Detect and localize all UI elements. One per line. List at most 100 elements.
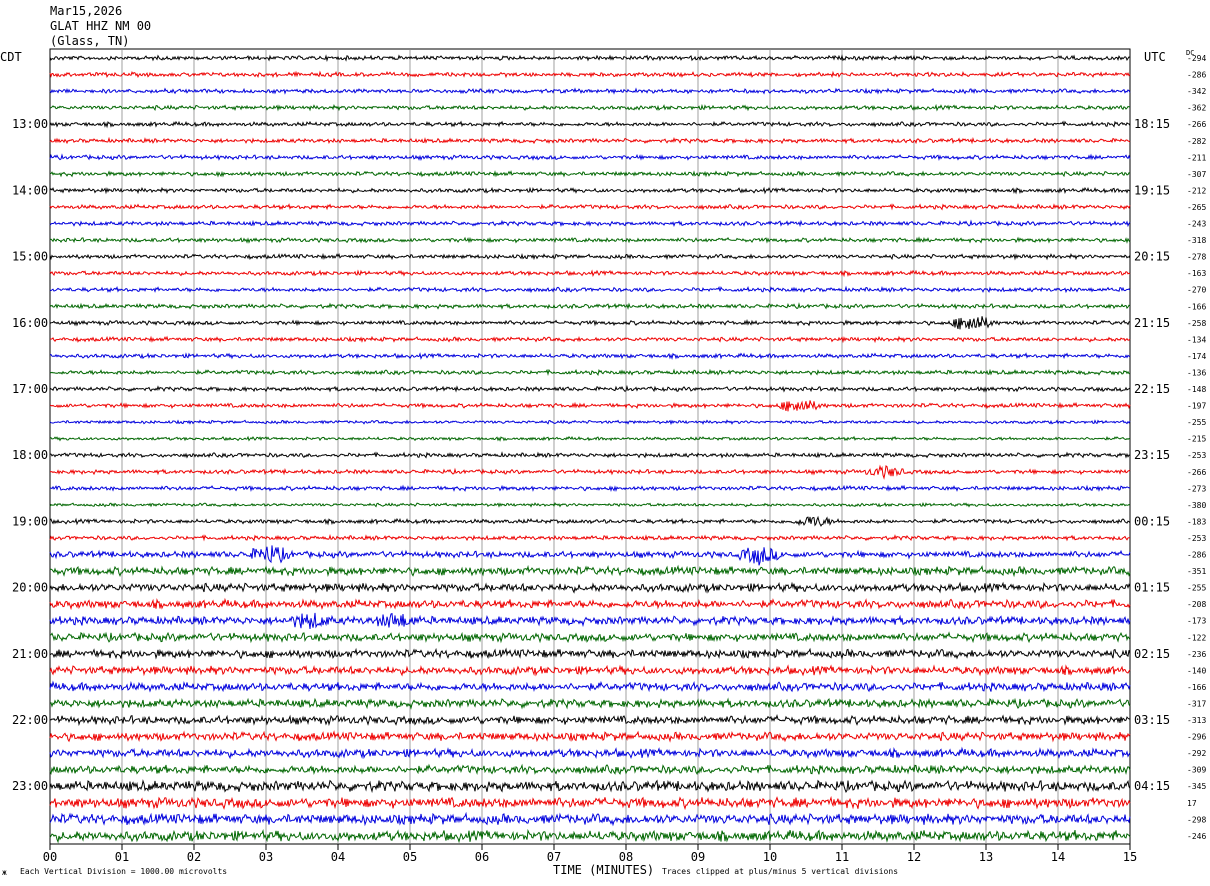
right-hour-label: 03:15 <box>1134 713 1170 727</box>
right-hour-label: 21:15 <box>1134 316 1170 330</box>
dc-offset-label: -317 <box>1187 699 1206 708</box>
dc-offset-label: -255 <box>1187 584 1206 593</box>
seismic-trace <box>49 451 1131 459</box>
seismic-trace <box>50 170 1131 178</box>
station-location: (Glass, TN) <box>50 34 130 48</box>
right-hour-label: 18:15 <box>1134 117 1170 131</box>
seismic-trace <box>49 269 1131 278</box>
dc-offset-label: -265 <box>1187 203 1206 212</box>
left-hour-label: 23:00 <box>12 779 48 793</box>
scale-icon: ж <box>2 868 7 877</box>
scale-note: Each Vertical Division = 1000.00 microvo… <box>20 867 228 876</box>
dc-offset-label: -282 <box>1187 137 1206 146</box>
seismic-trace <box>49 746 1131 760</box>
plot-frame <box>49 48 1131 845</box>
seismic-trace <box>49 612 1131 630</box>
dc-offset-label: -253 <box>1187 451 1206 460</box>
x-tick-label: 05 <box>403 850 417 864</box>
seismic-trace <box>49 352 1131 361</box>
left-hour-label: 22:00 <box>12 713 48 727</box>
seismic-trace <box>49 384 1131 393</box>
left-hour-label: 20:00 <box>12 581 48 595</box>
dc-offset-label: -342 <box>1187 87 1206 96</box>
seismic-trace <box>49 697 1131 710</box>
seismic-trace <box>49 335 1131 344</box>
x-tick-label: 00 <box>43 850 57 864</box>
x-tick-label: 01 <box>115 850 129 864</box>
left-hour-label: 19:00 <box>12 514 48 528</box>
seismic-trace <box>49 647 1131 661</box>
dc-offset-label: -294 <box>1187 54 1206 63</box>
seismic-trace <box>49 400 1131 412</box>
left-hour-label: 15:00 <box>12 250 48 264</box>
seismic-trace <box>49 811 1131 827</box>
dc-offset-label: -122 <box>1187 633 1206 642</box>
dc-offset-label: -134 <box>1187 335 1206 344</box>
x-tick-label: 08 <box>619 850 633 864</box>
dc-offset-label: -266 <box>1187 120 1206 129</box>
seismic-trace <box>49 202 1131 211</box>
dc-offset-label: -173 <box>1187 617 1206 626</box>
seismic-trace <box>49 186 1131 195</box>
dc-offset-label: -212 <box>1187 186 1206 195</box>
dc-offset-label: -136 <box>1187 368 1206 377</box>
dc-offset-label: -351 <box>1187 567 1206 576</box>
dc-offset-label: -258 <box>1187 319 1206 328</box>
seismic-trace <box>49 219 1131 228</box>
clip-note: Traces clipped at plus/minus 5 vertical … <box>662 867 899 876</box>
dc-offset-label: -298 <box>1187 815 1206 824</box>
dc-offset-label: -246 <box>1187 832 1206 841</box>
dc-offset-label: -253 <box>1187 534 1206 543</box>
dc-offset-label: -255 <box>1187 418 1206 427</box>
seismic-trace <box>49 368 1131 377</box>
dc-offset-label: -211 <box>1187 153 1206 162</box>
dc-offset-label: -318 <box>1187 236 1206 245</box>
right-timezone-label: UTC <box>1144 50 1166 64</box>
seismic-trace <box>49 419 1131 426</box>
dc-offset-label: -266 <box>1187 468 1206 477</box>
seismic-trace <box>49 435 1131 442</box>
dc-offset-label: -270 <box>1187 286 1206 295</box>
seismic-trace <box>49 680 1131 693</box>
seismic-trace <box>49 70 1131 79</box>
x-tick-label: 15 <box>1123 850 1137 864</box>
right-hour-label: 22:15 <box>1134 382 1170 396</box>
seismic-trace <box>49 236 1131 244</box>
left-hour-label: 16:00 <box>12 316 48 330</box>
right-hour-label: 20:15 <box>1134 250 1170 264</box>
x-tick-label: 06 <box>475 850 489 864</box>
x-axis-label: TIME (MINUTES) <box>553 863 655 877</box>
seismic-trace <box>49 581 1131 594</box>
seismic-trace <box>49 501 1131 508</box>
station-code: GLAT HHZ NM 00 <box>50 19 152 33</box>
x-tick-label: 03 <box>259 850 273 864</box>
seismic-trace <box>49 484 1131 493</box>
seismic-trace <box>49 103 1131 112</box>
dc-offset-label: -174 <box>1187 352 1206 361</box>
dc-offset-label: -362 <box>1187 104 1206 113</box>
seismic-trace <box>49 730 1131 743</box>
seismic-trace <box>49 664 1131 677</box>
dc-offset-label: -197 <box>1187 402 1206 411</box>
x-tick-label: 12 <box>907 850 921 864</box>
seismic-trace <box>49 564 1131 578</box>
seismic-trace <box>49 631 1131 644</box>
dc-offset-label: -140 <box>1187 666 1206 675</box>
x-tick-label: 09 <box>691 850 705 864</box>
right-hour-label: 23:15 <box>1134 448 1170 462</box>
left-timezone-label: CDT <box>0 50 22 64</box>
x-tick-label: 07 <box>547 850 561 864</box>
right-hour-label: 01:15 <box>1134 581 1170 595</box>
dc-offset-label: -163 <box>1187 269 1206 278</box>
dc-offset-label: -183 <box>1187 517 1206 526</box>
dc-offset-label: -273 <box>1187 484 1206 493</box>
seismic-trace <box>49 545 1131 566</box>
dc-offset-label: -215 <box>1187 435 1206 444</box>
right-hour-label: 19:15 <box>1134 183 1170 197</box>
dc-offset-label: -208 <box>1187 600 1206 609</box>
seismic-trace <box>49 120 1131 129</box>
x-tick-label: 04 <box>331 850 345 864</box>
seismic-trace <box>49 252 1131 261</box>
seismic-trace <box>49 597 1131 611</box>
